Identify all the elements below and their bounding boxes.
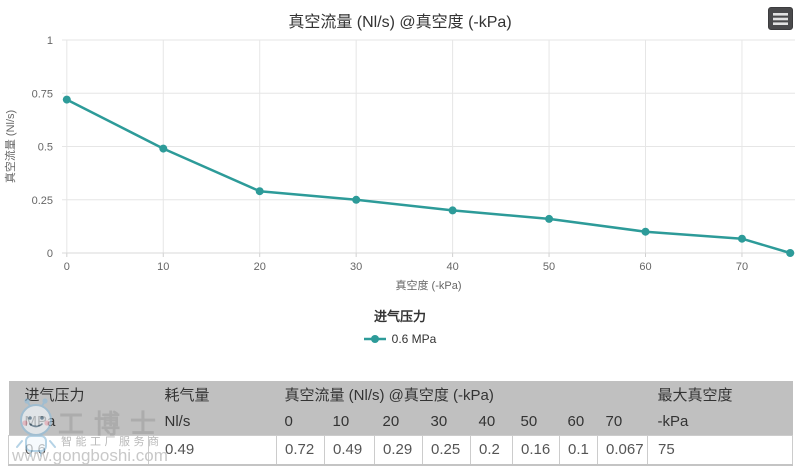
- x-tick-label: 60: [639, 261, 651, 273]
- data-table: 进气压力 耗气量 真空流量 (Nl/s) @真空度 (-kPa) 最大真空度 MPa Nl…: [8, 381, 794, 466]
- table-header-cell: 30: [422, 408, 471, 435]
- x-tick-label: 70: [736, 261, 748, 273]
- y-tick-label: 0.25: [32, 195, 53, 207]
- series-point[interactable]: [159, 144, 168, 153]
- table-header-cell: -kPa: [647, 408, 793, 435]
- table-header-cell: 真空流量 (Nl/s) @真空度 (-kPa): [276, 381, 648, 408]
- table-header: 进气压力 耗气量 真空流量 (Nl/s) @真空度 (-kPa) 最大真空度 MPa Nl…: [8, 381, 793, 435]
- x-tick-label: 20: [254, 261, 266, 273]
- series-point[interactable]: [545, 214, 554, 223]
- series-point[interactable]: [738, 234, 746, 243]
- table-cell: 0.6: [8, 434, 149, 466]
- table-header-cell: 20: [374, 408, 423, 435]
- table-header-cell: 0: [276, 408, 325, 435]
- table-cell: 0.2: [470, 434, 513, 466]
- x-tick-label: 0: [64, 261, 70, 273]
- table-row: 0.6 0.49 0.72 0.49 0.29 0.25 0.2 0.16 0.1 0.067 75: [8, 434, 794, 466]
- legend-item-label: 0.6 MPa: [391, 332, 437, 346]
- legend-title: 进气压力: [373, 309, 426, 324]
- series-point[interactable]: [62, 95, 71, 104]
- table-cell: 0.49: [148, 434, 277, 466]
- series-point[interactable]: [641, 227, 650, 236]
- legend-item-series[interactable]: 0.6 MPa: [363, 332, 437, 346]
- x-tick-label: 10: [157, 261, 169, 273]
- table-cell: 0.067: [596, 434, 649, 466]
- table-cell: 0.29: [374, 434, 423, 466]
- hamburger-menu-icon: [773, 12, 788, 25]
- table-body: 0.6 0.49 0.72 0.49 0.29 0.25 0.2 0.16 0.1 0.067 75: [8, 434, 794, 466]
- series-point[interactable]: [448, 206, 457, 215]
- table-header-cell: 10: [324, 408, 375, 435]
- series-line[interactable]: [66, 98, 791, 255]
- table-header-cell: MPa: [8, 408, 149, 435]
- series-point[interactable]: [255, 187, 264, 196]
- table-cell: 0.49: [324, 434, 375, 466]
- table-cell: 0.72: [276, 434, 325, 466]
- table-cell: 0.1: [559, 434, 598, 466]
- table-cell: 0.16: [512, 434, 560, 466]
- y-tick-label: 0.5: [38, 142, 53, 154]
- series-marker-icon: [363, 335, 386, 343]
- table-header-cell: 进气压力: [8, 381, 149, 408]
- x-tick-label: 50: [543, 261, 555, 273]
- export-menu-button[interactable]: [768, 7, 793, 30]
- y-tick-label: 1: [47, 35, 53, 47]
- x-axis-title: 真空度 (-kPa): [396, 278, 462, 292]
- table-header-cell: 最大真空度: [647, 381, 793, 408]
- table-header-cell: 50: [512, 408, 560, 435]
- table-cell: 0.25: [422, 434, 471, 466]
- x-tick-label: 30: [350, 261, 362, 273]
- table-header-cell: 40: [470, 408, 513, 435]
- y-tick-label: 0.75: [32, 88, 53, 100]
- table-header-cell: 60: [559, 408, 598, 435]
- x-tick-label: 40: [446, 261, 458, 273]
- series-point[interactable]: [352, 195, 361, 204]
- y-tick-label: 0: [47, 248, 53, 260]
- chart-title: 真空流量 (Nl/s) @真空度 (-kPa): [288, 14, 512, 31]
- table-header-cell: 耗气量: [148, 381, 277, 408]
- table-header-cell: 70: [597, 408, 648, 435]
- table-header-cell: Nl/s: [148, 408, 277, 435]
- y-axis-title: 真空流量 (Nl/s): [3, 110, 17, 183]
- table-cell: 75: [647, 434, 794, 466]
- series-point[interactable]: [786, 249, 795, 257]
- chart-legend: 进气压力 0.6 MPa: [0, 306, 800, 350]
